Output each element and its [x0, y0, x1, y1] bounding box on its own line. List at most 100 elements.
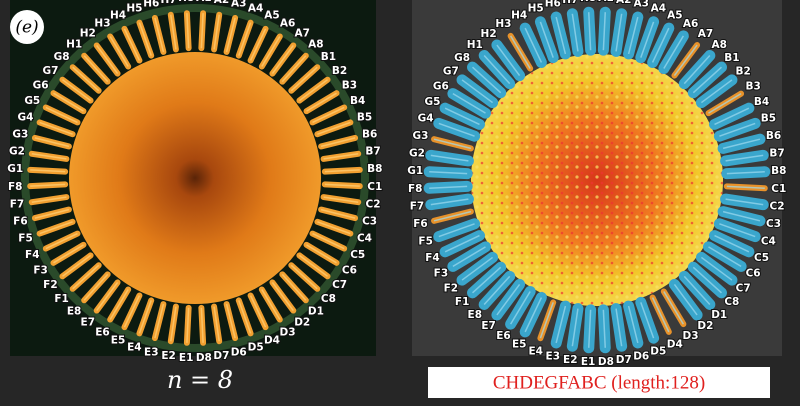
spoke-highlight [170, 14, 177, 50]
panel-label-badge [10, 10, 44, 44]
spoke-highlight [317, 121, 351, 135]
spoke-label: C4 [761, 235, 776, 247]
spoke-label: H7 [161, 0, 177, 6]
spoke-label: G7 [443, 66, 459, 78]
spoke-label: G1 [7, 163, 23, 175]
spoke-label: G5 [425, 96, 441, 108]
spoke-label: B7 [769, 147, 784, 159]
spoke-label: A2 [616, 0, 631, 6]
spoke-label: E3 [546, 351, 560, 363]
spoke-label: G1 [407, 165, 423, 177]
spoke-highlight [651, 297, 670, 333]
spoke-label: D1 [308, 305, 324, 317]
spoke-label: B3 [342, 79, 357, 91]
spoke-label: C8 [724, 296, 739, 308]
spoke-highlight [433, 210, 472, 222]
spoke-labels: A1A2A3A4A5A6A7A8B1B2B3B4B5B6B7B8C1C2C3C4… [6, 0, 787, 369]
spoke-label: A3 [634, 0, 649, 9]
spoke-highlight [555, 16, 567, 55]
spoke-label: F5 [18, 233, 32, 245]
spoke-label: D5 [248, 341, 264, 353]
spoke-label: E4 [528, 345, 542, 357]
spoke-label: D8 [598, 356, 614, 368]
spoke-label: C5 [350, 249, 365, 261]
spoke-label: E2 [563, 354, 577, 366]
spoke-highlight [539, 302, 554, 339]
spoke-label: C2 [770, 201, 785, 213]
spoke-highlight [109, 289, 129, 320]
spoke-label: B5 [357, 111, 372, 123]
spoke-label: E8 [67, 305, 81, 317]
spoke-label: B1 [321, 51, 336, 63]
spoke-highlight [34, 137, 70, 148]
spoke-highlight [719, 223, 756, 238]
spoke-highlight [271, 281, 294, 311]
spoke-label: B8 [771, 165, 786, 177]
spoke-label: H1 [66, 39, 82, 51]
spoke-label: C5 [754, 252, 769, 264]
spoke-highlight [213, 14, 220, 50]
spoke-label: B5 [761, 113, 776, 125]
spoke-highlight [62, 79, 92, 102]
spoke-highlight [200, 13, 204, 49]
spoke-label: A1 [196, 0, 211, 4]
spoke-label: C6 [746, 268, 761, 280]
spoke-highlight [692, 66, 722, 94]
spoke-label: E6 [95, 326, 109, 338]
spoke-label: A7 [698, 28, 713, 40]
spoke-label: C1 [771, 183, 786, 195]
spoke-label: F6 [413, 218, 427, 230]
spoke-highlight [290, 66, 318, 92]
spoke-highlight [692, 266, 722, 294]
spoke-highlight [429, 171, 468, 175]
spokes [27, 6, 771, 354]
spoke-highlight [509, 291, 531, 325]
spoke-highlight [452, 92, 486, 114]
spoke-highlight [249, 295, 267, 328]
spoke-label: E7 [481, 320, 495, 332]
spoke-label: A7 [295, 27, 310, 39]
spoke-label: F1 [455, 296, 469, 308]
spoke-highlight [31, 153, 67, 160]
spoke-label: F2 [43, 279, 57, 291]
spoke-highlight [602, 12, 606, 51]
spoke-label: F8 [408, 183, 422, 195]
spoke-label: F7 [410, 201, 424, 213]
spoke-label: F3 [434, 268, 448, 280]
spoke-label: H6 [545, 0, 561, 9]
spoke-label: G8 [54, 51, 70, 63]
spoke-highlight [444, 234, 480, 253]
spoke-highlight [524, 297, 543, 333]
spoke-highlight [123, 28, 141, 61]
spoke-highlight [249, 28, 267, 61]
spoke-label: F7 [10, 198, 24, 210]
spoke-highlight [651, 27, 670, 63]
spoke-label: D7 [616, 354, 632, 366]
spoke-label: E7 [81, 317, 95, 329]
spoke-label: G4 [18, 111, 34, 123]
spoke-highlight [281, 55, 307, 83]
spoke-highlight [200, 307, 204, 343]
spoke-highlight [83, 55, 109, 83]
spoke-label: E4 [127, 341, 141, 353]
spoke-label: D6 [633, 351, 649, 363]
spoke-label: A3 [231, 0, 246, 9]
spoke-highlight [673, 283, 698, 316]
spoke-label: B2 [736, 66, 751, 78]
spoke-highlight [96, 45, 119, 75]
spoke-highlight [496, 283, 521, 316]
spoke-highlight [452, 246, 486, 268]
spoke-label: H2 [80, 27, 96, 39]
spoke-highlight [312, 106, 345, 124]
spoke-highlight [539, 21, 554, 58]
spoke-label: G7 [42, 65, 58, 77]
spoke-label: F4 [25, 249, 39, 261]
spoke-label: G6 [33, 79, 49, 91]
spoke-label: H3 [94, 18, 110, 30]
spoke-label: H4 [110, 9, 126, 21]
spoke-highlight [324, 169, 360, 173]
spoke-label: F1 [54, 293, 68, 305]
spoke-label: A8 [308, 39, 323, 51]
spoke-highlight [683, 275, 711, 305]
